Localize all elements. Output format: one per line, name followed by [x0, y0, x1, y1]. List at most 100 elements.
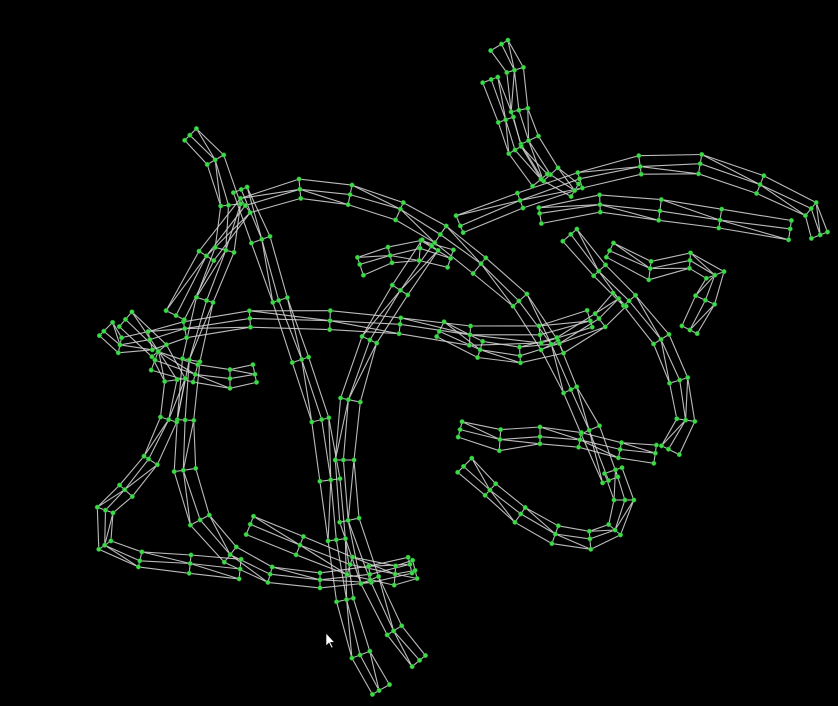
mesh-vertex[interactable]: [337, 519, 343, 525]
mesh-vertex[interactable]: [223, 247, 229, 253]
mesh-vertex[interactable]: [182, 375, 188, 382]
mesh-vertex[interactable]: [137, 558, 143, 564]
mesh-vertex[interactable]: [520, 205, 526, 211]
mesh-vertex[interactable]: [347, 192, 353, 198]
mesh-vertex[interactable]: [227, 552, 233, 558]
mesh-vertex[interactable]: [334, 599, 340, 605]
mesh-vertex[interactable]: [238, 186, 244, 193]
mesh-vertex[interactable]: [407, 561, 413, 567]
mesh-vertex[interactable]: [658, 443, 665, 449]
mesh-vertex[interactable]: [115, 350, 121, 356]
mesh-vertex[interactable]: [511, 67, 517, 73]
mesh-vertex[interactable]: [712, 301, 718, 307]
mesh-vertex[interactable]: [679, 323, 685, 329]
mesh-vertex[interactable]: [572, 187, 578, 194]
mesh-vertex[interactable]: [615, 474, 621, 480]
mesh-vertex[interactable]: [237, 195, 244, 201]
mesh-vertex[interactable]: [148, 367, 154, 373]
mesh-vertex[interactable]: [354, 254, 361, 260]
mesh-vertex[interactable]: [455, 469, 461, 475]
mesh-vertex[interactable]: [252, 371, 258, 377]
mesh-vertex[interactable]: [612, 527, 618, 533]
mesh-vertex[interactable]: [108, 538, 114, 544]
mesh-vertex[interactable]: [350, 595, 356, 601]
mesh-vertex[interactable]: [607, 248, 613, 254]
mesh-vertex[interactable]: [166, 417, 172, 423]
mesh-vertex[interactable]: [227, 376, 233, 382]
mesh-vertex[interactable]: [349, 655, 355, 661]
mesh-vertex[interactable]: [141, 453, 147, 459]
mesh-vertex[interactable]: [367, 648, 373, 654]
mesh-vertex[interactable]: [237, 566, 243, 572]
mesh-vertex[interactable]: [600, 480, 606, 486]
mesh-vertex[interactable]: [457, 223, 463, 229]
mesh-vertex[interactable]: [469, 455, 475, 461]
mesh-vertex[interactable]: [651, 460, 657, 466]
mesh-vertex[interactable]: [340, 457, 346, 463]
mesh-vertex[interactable]: [195, 362, 201, 368]
mesh-vertex[interactable]: [182, 417, 188, 423]
mesh-vertex[interactable]: [505, 37, 511, 43]
mesh-vertex[interactable]: [717, 217, 723, 223]
mesh-vertex[interactable]: [538, 340, 544, 346]
mesh-vertex[interactable]: [212, 244, 218, 250]
mesh-vertex[interactable]: [416, 257, 422, 264]
mesh-vertex[interactable]: [309, 419, 315, 425]
mesh-vertex[interactable]: [512, 147, 518, 153]
mesh-vertex[interactable]: [181, 317, 187, 323]
mesh-vertex[interactable]: [119, 335, 125, 341]
mesh-vertex[interactable]: [592, 311, 598, 317]
mesh-vertex[interactable]: [665, 446, 672, 452]
mesh-vertex[interactable]: [587, 318, 593, 324]
mesh-vertex[interactable]: [267, 571, 273, 577]
mesh-vertex[interactable]: [393, 217, 399, 223]
mesh-vertex[interactable]: [482, 492, 488, 498]
mesh-vertex[interactable]: [405, 292, 411, 298]
mesh-vertex[interactable]: [677, 377, 683, 383]
mesh-vertex[interactable]: [597, 202, 603, 208]
mesh-vertex[interactable]: [576, 181, 582, 187]
mesh-vertex[interactable]: [619, 465, 625, 471]
mesh-vertex[interactable]: [122, 487, 128, 493]
mesh-vertex[interactable]: [520, 64, 526, 70]
mesh-vertex[interactable]: [450, 247, 456, 253]
mesh-vertex[interactable]: [225, 202, 232, 208]
mesh-vertex[interactable]: [265, 579, 271, 585]
mesh-vertex[interactable]: [552, 531, 558, 537]
mesh-vertex[interactable]: [412, 567, 418, 573]
mesh-vertex[interactable]: [687, 250, 694, 256]
mesh-vertex[interactable]: [391, 628, 397, 634]
mesh-vertex[interactable]: [344, 571, 350, 578]
mesh-vertex[interactable]: [587, 536, 593, 542]
mesh-vertex[interactable]: [155, 349, 161, 355]
mesh-vertex[interactable]: [518, 143, 524, 149]
mesh-vertex[interactable]: [589, 324, 595, 330]
mesh-vertex[interactable]: [163, 308, 169, 314]
mesh-vertex[interactable]: [422, 652, 428, 659]
mesh-vertex[interactable]: [384, 632, 390, 638]
mesh-vertex[interactable]: [516, 344, 523, 350]
mesh-vertex[interactable]: [647, 265, 653, 272]
mesh-vertex[interactable]: [453, 213, 459, 219]
mesh-vertex[interactable]: [693, 293, 699, 299]
mesh-vertex[interactable]: [685, 375, 691, 381]
mesh-vertex[interactable]: [623, 303, 629, 309]
mesh-vertex[interactable]: [414, 575, 420, 582]
mesh-vertex[interactable]: [298, 195, 304, 201]
mesh-vertex[interactable]: [459, 419, 465, 425]
mesh-vertex[interactable]: [535, 133, 541, 139]
mesh-vertex[interactable]: [538, 220, 544, 227]
mesh-vertex[interactable]: [525, 105, 531, 111]
mesh-vertex[interactable]: [152, 357, 158, 363]
mesh-vertex[interactable]: [398, 315, 404, 321]
mesh-vertex[interactable]: [461, 463, 467, 469]
mesh-vertex[interactable]: [538, 347, 544, 353]
mesh-vertex[interactable]: [204, 297, 210, 304]
mesh-vertex[interactable]: [389, 260, 395, 266]
mesh-vertex[interactable]: [122, 316, 129, 322]
mesh-vertex[interactable]: [238, 556, 244, 562]
mesh-vertex[interactable]: [824, 229, 831, 235]
mesh-vertex[interactable]: [586, 427, 592, 433]
mesh-vertex[interactable]: [357, 261, 363, 267]
mesh-vertex[interactable]: [358, 581, 364, 587]
